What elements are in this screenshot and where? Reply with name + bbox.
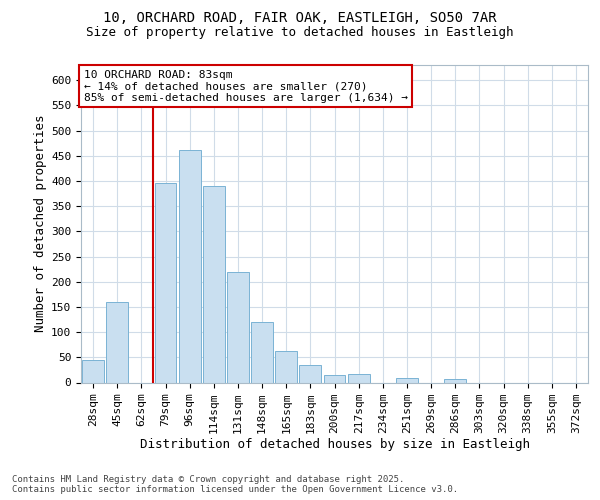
Bar: [251, 322, 273, 382]
Bar: [445, 380, 466, 382]
Text: Contains HM Land Registry data © Crown copyright and database right 2025.
Contai: Contains HM Land Registry data © Crown c…: [12, 474, 458, 494]
Bar: [323, 376, 346, 382]
Bar: [348, 374, 370, 382]
Bar: [179, 150, 200, 382]
Bar: [82, 360, 104, 382]
Bar: [155, 184, 176, 382]
Bar: [106, 302, 128, 382]
X-axis label: Distribution of detached houses by size in Eastleigh: Distribution of detached houses by size …: [139, 438, 530, 452]
Text: Size of property relative to detached houses in Eastleigh: Size of property relative to detached ho…: [86, 26, 514, 39]
Text: 10 ORCHARD ROAD: 83sqm
← 14% of detached houses are smaller (270)
85% of semi-de: 10 ORCHARD ROAD: 83sqm ← 14% of detached…: [83, 70, 407, 103]
Text: 10, ORCHARD ROAD, FAIR OAK, EASTLEIGH, SO50 7AR: 10, ORCHARD ROAD, FAIR OAK, EASTLEIGH, S…: [103, 11, 497, 25]
Y-axis label: Number of detached properties: Number of detached properties: [34, 115, 47, 332]
Bar: [396, 378, 418, 382]
Bar: [299, 365, 321, 382]
Bar: [227, 272, 249, 382]
Bar: [203, 186, 224, 382]
Bar: [275, 352, 297, 382]
